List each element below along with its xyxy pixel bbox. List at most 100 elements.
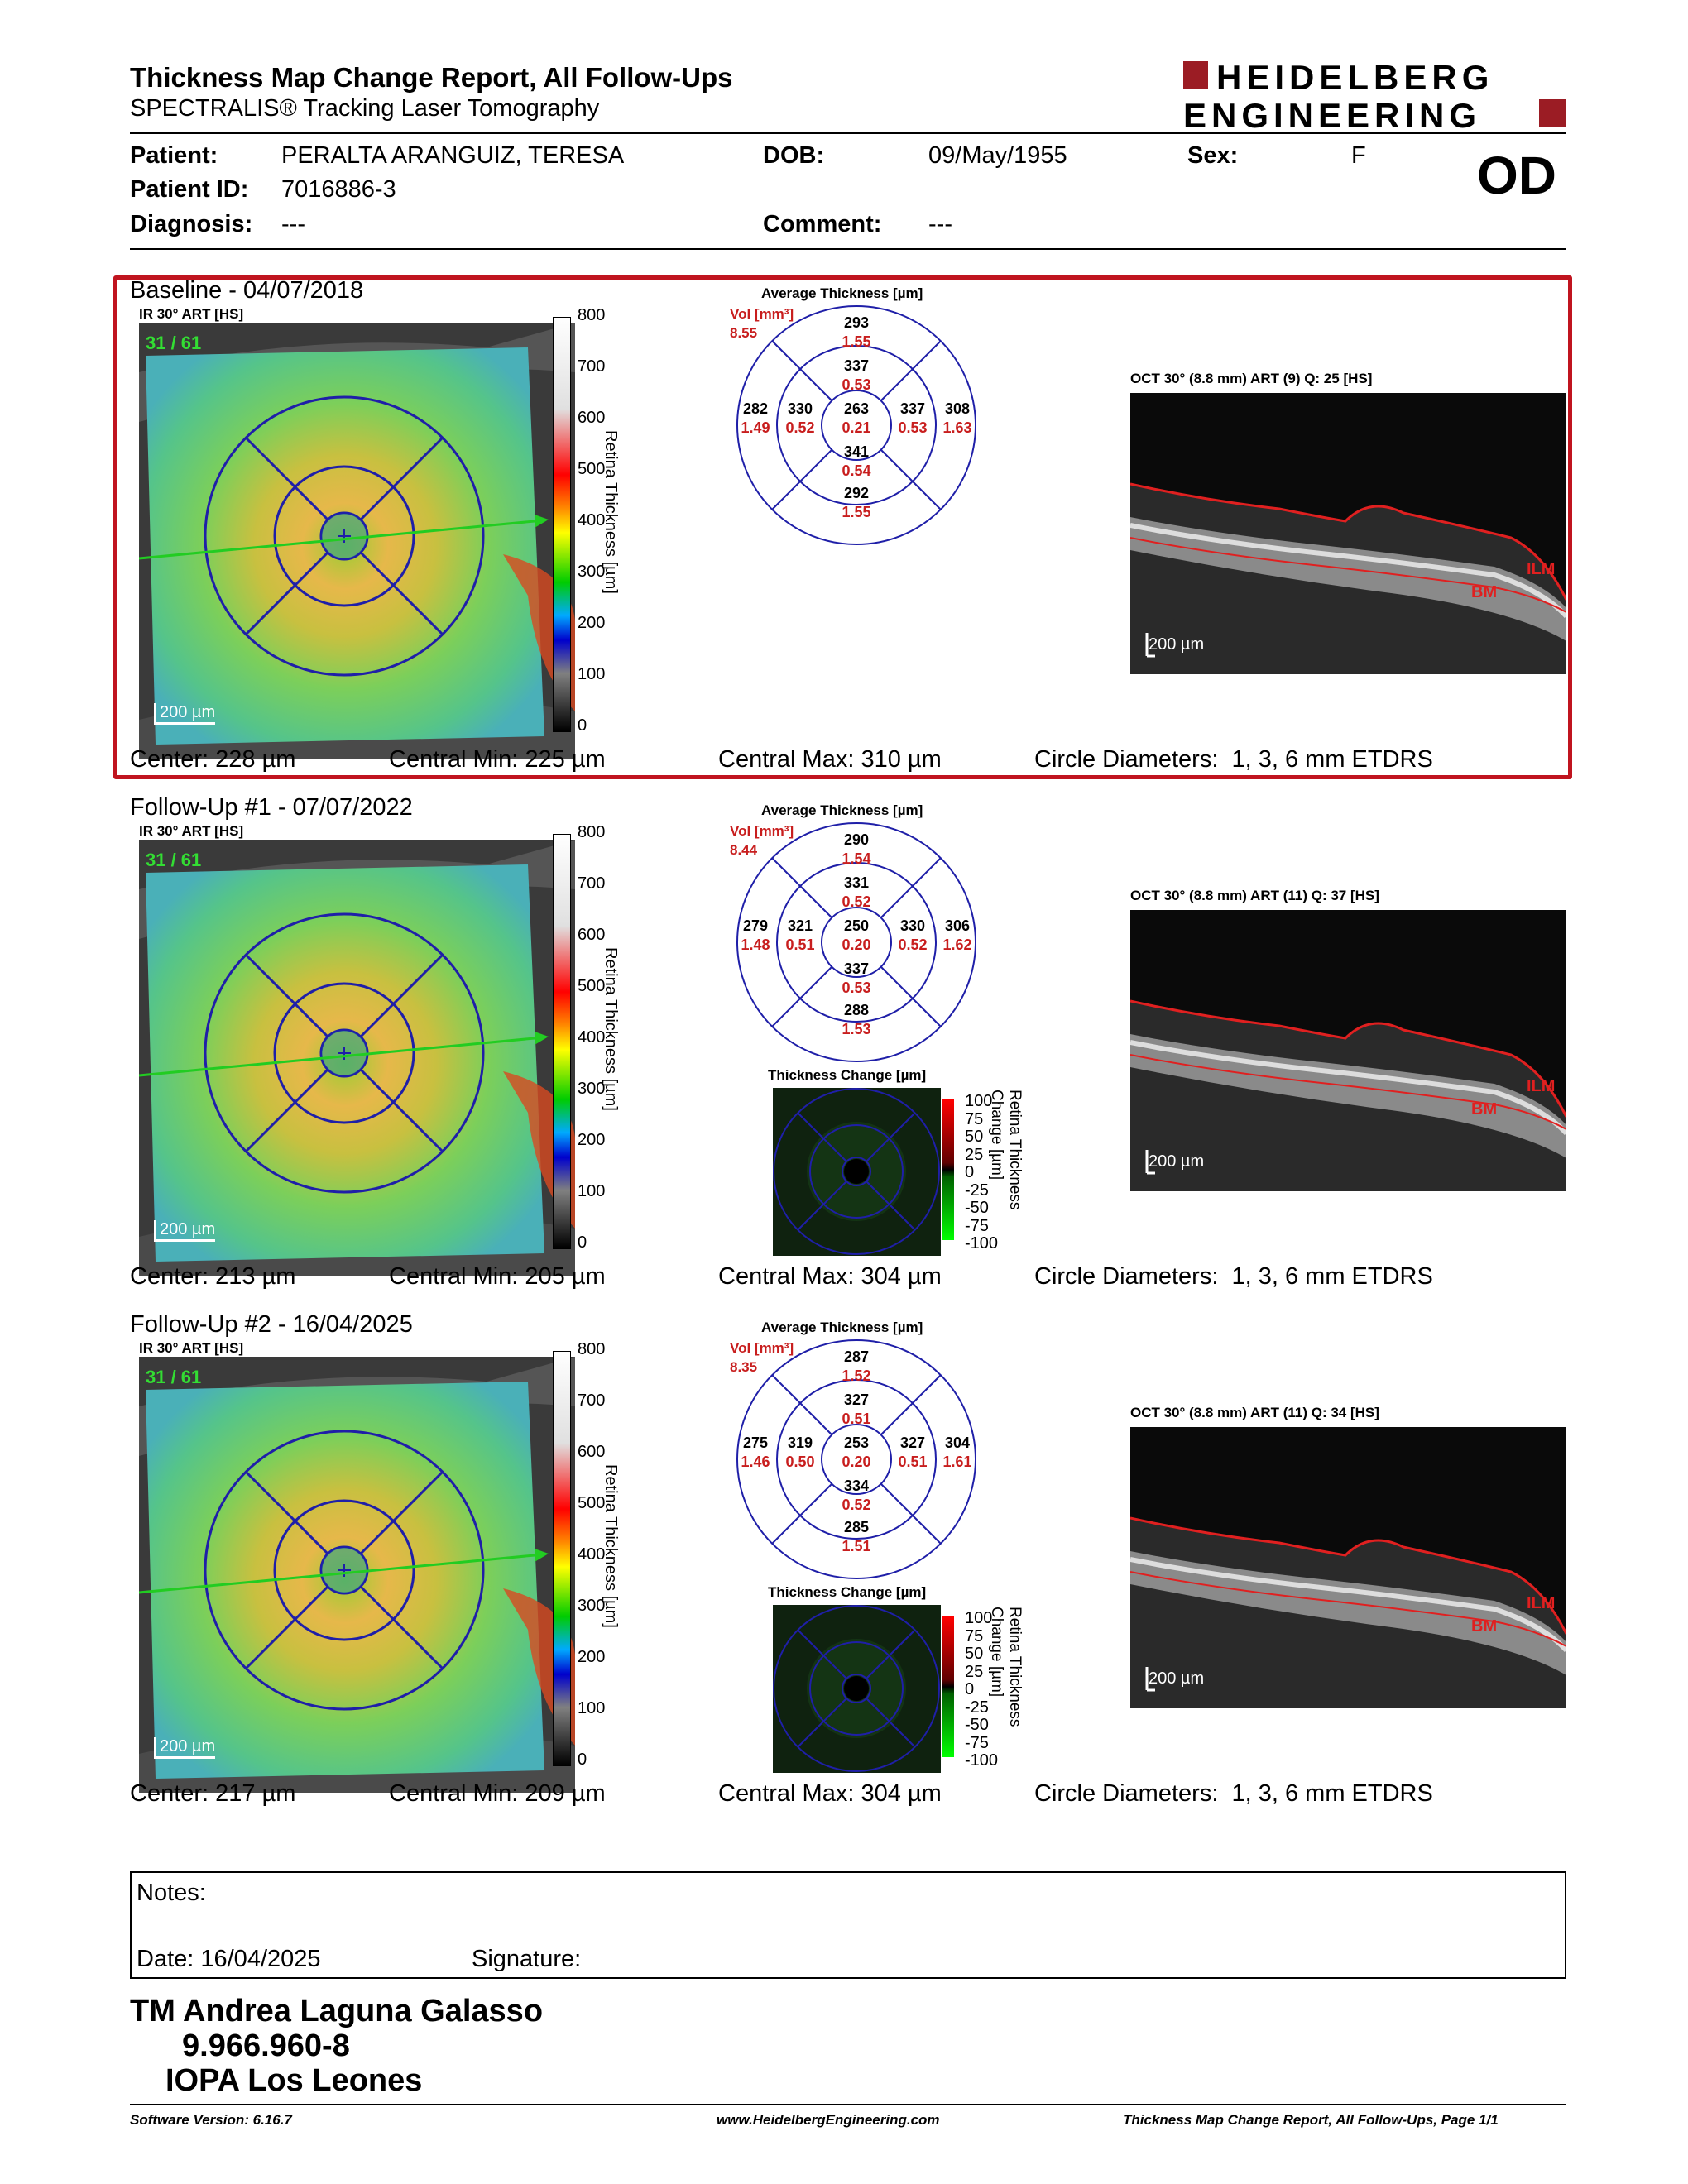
thickness-scale-tick: 800 [578, 1340, 606, 1358]
diagnosis-label: Diagnosis: [130, 211, 253, 237]
thickness-scale-label: Retina Thickness [µm] [602, 430, 620, 594]
etdrs-thickness-out-n: 306 [944, 917, 971, 934]
etdrs-thickness-in-i: 334 [843, 1478, 870, 1494]
thickness-scale-tick: 600 [578, 409, 606, 427]
etdrs-thickness-c: 263 [843, 400, 870, 417]
central-max-value: Central Max: 304 µm [718, 1780, 942, 1807]
etdrs-volume-out-n: 1.61 [942, 1454, 972, 1470]
etdrs-thickness-out-n: 304 [944, 1434, 971, 1451]
sex-label: Sex: [1187, 142, 1239, 169]
dob-label: DOB: [763, 142, 825, 169]
logo-line1: HEIDELBERG [1216, 58, 1494, 97]
circle-diameters: Circle Diameters: 1, 3, 6 mm ETDRS [1034, 746, 1433, 773]
eye-od: OD [1477, 146, 1556, 205]
average-thickness-label: Average Thickness [µm] [761, 802, 923, 818]
thickness-scale-tick: 300 [578, 1080, 606, 1098]
etdrs-thickness-in-n: 330 [899, 917, 926, 934]
etdrs-volume-c: 0.21 [842, 419, 871, 436]
oct-bscan-image [1129, 1427, 1569, 1708]
ir-scalebar: 200 µm [154, 703, 216, 725]
etdrs-grid [736, 304, 977, 546]
thickness-color-scale [553, 834, 571, 1249]
thickness-change-tick: -75 [965, 1733, 989, 1752]
software-version: Software Version: 6.16.7 [130, 2112, 292, 2128]
etdrs-volume-c: 0.20 [842, 936, 871, 953]
thickness-scale-tick: 200 [578, 614, 606, 632]
etdrs-thickness-c: 253 [843, 1434, 870, 1451]
etdrs-thickness-out-i: 288 [843, 1002, 870, 1018]
bm-label: BM [1471, 1617, 1498, 1636]
etdrs-grid [736, 821, 977, 1063]
website-url[interactable]: www.HeidelbergEngineering.com [717, 2112, 940, 2128]
etdrs-volume-in-n: 0.52 [898, 936, 928, 953]
thickness-scale-tick: 0 [578, 1751, 587, 1769]
oct-label: OCT 30° (8.8 mm) ART (11) Q: 37 [HS] [1130, 888, 1379, 903]
thickness-color-scale [553, 317, 571, 732]
logo-line2: ENGINEERING [1183, 96, 1481, 131]
etdrs-thickness-in-i: 341 [843, 443, 870, 460]
thickness-change-tick: 75 [965, 1109, 984, 1128]
central-min-value: Central Min: 205 µm [389, 1263, 606, 1290]
thickness-scale-tick: 200 [578, 1648, 606, 1666]
etdrs-volume-out-t: 1.46 [741, 1454, 770, 1470]
thickness-change-tick: -25 [965, 1181, 989, 1200]
vol-label: Vol [mm³] [730, 306, 794, 322]
etdrs-volume-in-s: 0.53 [842, 376, 871, 393]
thickness-scale-tick: 500 [578, 1494, 606, 1512]
oct-bscan-image [1129, 910, 1569, 1191]
etdrs-volume-in-n: 0.51 [898, 1454, 928, 1470]
oct-label: OCT 30° (8.8 mm) ART (9) Q: 25 [HS] [1130, 371, 1373, 386]
ilm-label: ILM [1527, 560, 1556, 578]
thickness-scale-label: Retina Thickness [µm] [602, 1464, 620, 1628]
heidelberg-logo: HEIDELBERG ENGINEERING [1183, 58, 1566, 131]
average-thickness-label: Average Thickness [µm] [761, 1320, 923, 1335]
etdrs-volume-out-s: 1.54 [842, 850, 871, 867]
bm-label: BM [1471, 583, 1498, 601]
thickness-map-image [139, 323, 575, 759]
etdrs-volume-in-s: 0.52 [842, 893, 871, 910]
thickness-change-label: Thickness Change [µm] [768, 1067, 927, 1083]
etdrs-volume-in-s: 0.51 [842, 1410, 871, 1427]
oct-bscan-image [1129, 393, 1569, 674]
ir-label: IR 30° ART [HS] [139, 823, 244, 839]
thickness-change-scale-label: Retina Thickness Change [µm] [988, 1090, 1024, 1210]
vol-label: Vol [mm³] [730, 1340, 794, 1356]
thickness-scale-tick: 300 [578, 1597, 606, 1615]
signer-org: IOPA Los Leones [165, 2063, 423, 2098]
thickness-change-tick: 25 [965, 1662, 984, 1681]
thickness-scale-tick: 600 [578, 926, 606, 944]
average-thickness-label: Average Thickness [µm] [761, 285, 923, 301]
etdrs-thickness-out-s: 290 [843, 831, 870, 848]
thickness-scale-tick: 100 [578, 1182, 606, 1200]
vol-total: 8.55 [730, 325, 758, 341]
thickness-change-tick: -75 [965, 1216, 989, 1235]
thickness-scale-tick: 200 [578, 1131, 606, 1149]
etdrs-volume-out-s: 1.55 [842, 333, 871, 350]
ir-label: IR 30° ART [HS] [139, 1340, 244, 1356]
vol-total: 8.35 [730, 1359, 758, 1375]
thickness-scale-tick: 600 [578, 1443, 606, 1461]
notes-label: Notes: [137, 1880, 206, 1906]
vol-label: Vol [mm³] [730, 823, 794, 839]
bm-label: BM [1471, 1100, 1498, 1118]
thickness-change-tick: 75 [965, 1626, 984, 1645]
etdrs-thickness-in-s: 327 [843, 1391, 870, 1408]
thickness-change-tick: 100 [965, 1092, 993, 1110]
thickness-scale-tick: 800 [578, 306, 606, 324]
comment-value: --- [928, 211, 952, 237]
thickness-scale-tick: 400 [578, 511, 606, 529]
patient-label: Patient: [130, 142, 218, 169]
etdrs-volume-out-t: 1.48 [741, 936, 770, 953]
thickness-map-image [139, 1357, 575, 1793]
thickness-change-tick: 50 [965, 1128, 984, 1146]
notes-box[interactable] [130, 1871, 1566, 1979]
etdrs-thickness-in-s: 331 [843, 874, 870, 891]
ilm-label: ILM [1527, 1594, 1556, 1612]
dob-value: 09/May/1955 [928, 142, 1067, 169]
thickness-change-tick: 25 [965, 1145, 984, 1164]
etdrs-volume-in-i: 0.54 [842, 462, 871, 479]
etdrs-grid [736, 1339, 977, 1580]
exam-title: Follow-Up #2 - 16/04/2025 [130, 1311, 413, 1338]
thickness-change-color-scale [942, 1616, 954, 1757]
etdrs-thickness-out-i: 292 [843, 485, 870, 501]
